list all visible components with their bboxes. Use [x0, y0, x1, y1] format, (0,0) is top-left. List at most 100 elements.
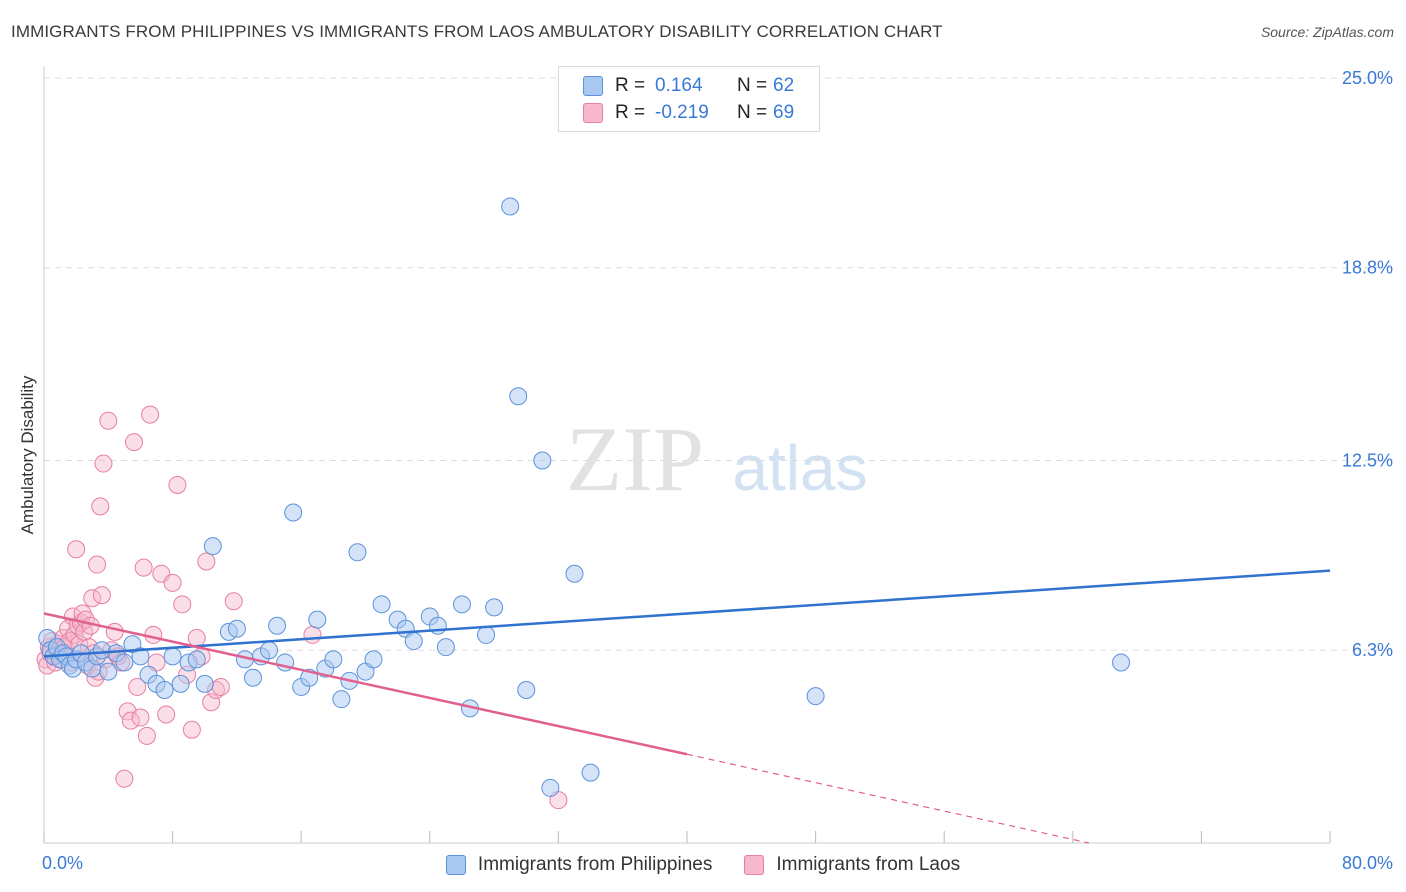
laos-point [303, 625, 322, 644]
laos-point [157, 705, 176, 724]
x-tick-label: 80.0% [1342, 853, 1393, 873]
stats-legend: R = 0.164 N = 62 R = -0.219 N = 69 [558, 66, 820, 132]
philippines-point [155, 681, 174, 699]
philippines-point [364, 650, 383, 669]
philippines-point [348, 543, 367, 562]
philippines-point [372, 595, 391, 614]
laos-point [105, 622, 124, 641]
laos-point [197, 552, 216, 571]
legend-r-value: 0.164 [655, 75, 703, 96]
laos-point [163, 573, 182, 592]
laos-point [224, 592, 243, 611]
philippines-point [581, 763, 600, 782]
watermark-atlas: atlas [732, 432, 867, 504]
legend-r-label: R = [615, 75, 646, 96]
legend-r-label: R = [615, 102, 646, 123]
laos-point [91, 497, 110, 516]
laos-point [134, 558, 153, 577]
philippines-point [404, 632, 423, 651]
philippines-point [1112, 653, 1131, 672]
philippines-point [485, 598, 504, 617]
series-legend: Immigrants from Philippines Immigrants f… [0, 852, 1406, 878]
y-tick-label: 25.0% [1342, 68, 1393, 88]
laos-point [173, 595, 192, 614]
legend-item-laos[interactable]: Immigrants from Laos [744, 854, 960, 876]
legend-n-value: 62 [773, 75, 795, 96]
legend-swatch-laos [583, 103, 603, 123]
legend-n-label: N = [737, 102, 768, 123]
philippines-point [171, 674, 190, 693]
y-tick-label: 18.8% [1342, 258, 1393, 278]
laos-point [131, 708, 150, 727]
philippines-point [509, 387, 528, 406]
laos-point [115, 769, 134, 788]
gridlines [44, 77, 1395, 651]
x-tick-label: 0.0% [42, 853, 83, 873]
laos-point [121, 711, 140, 730]
philippines-point [260, 641, 279, 660]
legend-item-philippines[interactable]: Immigrants from Philippines [445, 854, 713, 876]
philippines-point [541, 778, 560, 797]
philippines-point [163, 647, 182, 666]
philippines-point [131, 647, 150, 666]
philippines-trend-line [43, 569, 1331, 658]
laos-point [99, 411, 118, 430]
laos-point [187, 628, 206, 647]
philippines-point [477, 625, 496, 644]
philippines-point [324, 650, 343, 669]
philippines-point [268, 616, 287, 635]
laos-point [128, 677, 147, 696]
axes [43, 66, 1331, 844]
legend-swatch-philippines [445, 855, 466, 875]
philippines-point [308, 610, 327, 629]
philippines-point [517, 681, 536, 699]
laos-point [92, 586, 111, 605]
legend-r-value: -0.219 [655, 102, 709, 123]
laos-point [141, 405, 160, 424]
legend-row-laos: R = -0.219 N = 69 [583, 100, 794, 126]
laos-point [88, 555, 107, 574]
philippines-point [332, 690, 351, 709]
philippines-point [99, 662, 118, 681]
watermark-zip: ZIP [566, 408, 704, 510]
philippines-point [195, 674, 214, 693]
philippines-point [452, 595, 471, 614]
chart-title: IMMIGRANTS FROM PHILIPPINES VS IMMIGRANT… [11, 22, 943, 41]
philippines-point [115, 653, 134, 672]
laos-point [137, 726, 156, 745]
y-axis-label: Ambulatory Disability [18, 375, 37, 535]
philippines-point [533, 451, 552, 470]
y-tick-label: 12.5% [1342, 451, 1393, 471]
legend-label-philippines: Immigrants from Philippines [477, 854, 713, 875]
legend-n-value: 69 [773, 102, 795, 123]
philippines-point [806, 687, 825, 706]
laos-point [83, 589, 102, 608]
laos-point [211, 677, 230, 696]
trend-lines [43, 569, 1331, 844]
legend-swatch-philippines [583, 76, 603, 96]
philippines-point [203, 537, 222, 556]
source-label: Source: ZipAtlas.com [1260, 24, 1394, 40]
laos-point [182, 720, 201, 739]
watermark: ZIP atlas [566, 408, 868, 510]
laos-trend-line [43, 612, 688, 756]
x-tick-labels: 0.0% 80.0% [42, 853, 1393, 873]
legend-label-laos: Immigrants from Laos [776, 854, 961, 875]
philippines-point [243, 668, 262, 687]
laos-point [94, 454, 113, 473]
legend-row-philippines: R = 0.164 N = 62 [583, 73, 794, 99]
philippines-points [38, 197, 1131, 797]
philippines-point [227, 619, 246, 638]
y-tick-label: 6.3% [1352, 640, 1393, 660]
philippines-point [187, 650, 206, 669]
laos-point [125, 433, 144, 452]
philippines-point [565, 564, 584, 583]
legend-n-label: N = [737, 75, 768, 96]
philippines-point [501, 197, 520, 216]
philippines-point [284, 503, 303, 522]
laos-point [67, 540, 86, 559]
y-tick-labels: 6.3% 12.5% 18.8% 25.0% [1342, 68, 1393, 660]
laos-point [168, 475, 187, 494]
legend-swatch-laos [744, 855, 765, 875]
